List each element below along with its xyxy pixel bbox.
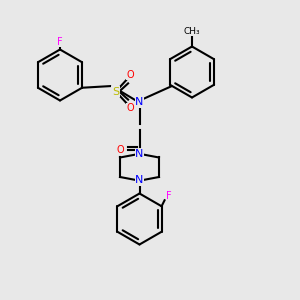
Text: N: N [135,97,144,107]
Text: F: F [57,37,63,47]
Text: F: F [166,191,172,201]
Text: O: O [127,70,134,80]
Text: N: N [135,175,144,185]
Text: S: S [112,86,119,97]
Text: N: N [135,149,144,160]
Text: O: O [117,145,124,155]
Text: O: O [127,103,134,113]
Text: CH₃: CH₃ [184,27,200,36]
